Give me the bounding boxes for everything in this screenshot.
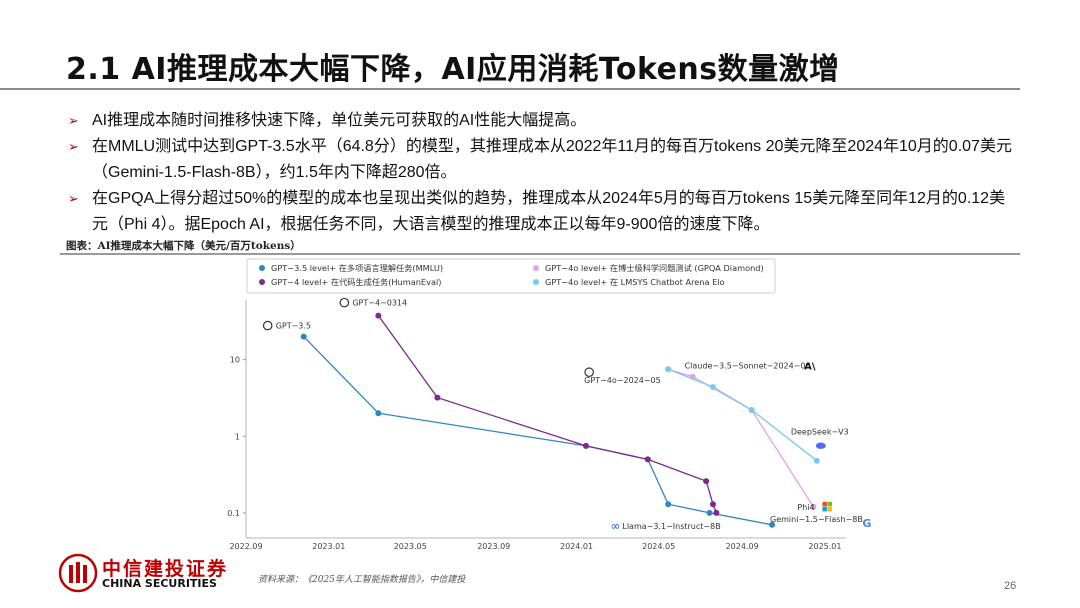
y-tick-label: 1 — [235, 432, 240, 441]
bullet-list: ➢ AI推理成本随时间推移快速下降，单位美元可获取的AI性能大幅提高。 ➢ 在M… — [66, 108, 1016, 238]
legend-marker — [259, 265, 265, 271]
x-tick-label: 2024.09 — [726, 542, 759, 551]
figure-label: 图表：AI推理成本大幅下降（美元/百万tokens） — [66, 240, 301, 252]
model-label: Phi4 — [797, 503, 814, 512]
bullet-text: 在MMLU测试中达到GPT-3.5水平（64.8分）的模型，其推理成本从2022… — [92, 138, 1012, 181]
x-tick-label: 2023.09 — [477, 542, 510, 551]
page-number: 26 — [1004, 580, 1017, 592]
data-point — [665, 366, 672, 373]
data-point — [375, 410, 382, 417]
y-tick-label: 0.1 — [227, 509, 240, 518]
arrow-bullet-icon: ➢ — [68, 113, 79, 128]
openai-icon — [339, 297, 350, 308]
bullet-item: ➢ AI推理成本随时间推移快速下降，单位美元可获取的AI性能大幅提高。 — [66, 108, 1016, 134]
legend-box — [246, 258, 776, 294]
bullet-text: 在GPQA上得分超过50%的模型的成本也呈现出类似的趋势，推理成本从2024年5… — [92, 190, 1006, 233]
microsoft-icon — [822, 506, 827, 512]
bullet-item: ➢ 在MMLU测试中达到GPT-3.5水平（64.8分）的模型，其推理成本从20… — [66, 134, 1016, 186]
model-label: DeepSeek−V3 — [791, 428, 849, 437]
legend-label: GPT−3.5 level+ 在多项语言理解任务(MMLU) — [271, 263, 443, 273]
deepseek-whale-icon — [815, 442, 826, 449]
google-icon: G — [862, 517, 871, 530]
model-label: GPT−3.5 — [276, 322, 311, 331]
model-label: GPT−4o−2024−05 — [584, 376, 661, 385]
data-point — [769, 521, 776, 528]
model-label: Llama−3.1−Instruct−8B — [622, 522, 720, 531]
x-tick-label: 2023.05 — [394, 542, 427, 551]
data-point — [709, 383, 716, 390]
series-line — [667, 368, 818, 462]
bullet-text: AI推理成本随时间推移快速下降，单位美元可获取的AI性能大幅提高。 — [92, 112, 587, 129]
series-line — [668, 368, 814, 508]
data-point — [665, 501, 672, 508]
title-divider — [0, 88, 1020, 90]
data-point — [713, 509, 720, 516]
model-label: GPT−4−0314 — [352, 299, 407, 308]
data-point — [644, 456, 651, 463]
data-point — [813, 457, 820, 464]
model-label: Gemini−1.5−Flash−8B — [770, 515, 863, 524]
figure-divider — [60, 253, 1020, 255]
x-tick-label: 2025.01 — [808, 542, 841, 551]
data-point — [748, 407, 755, 414]
x-tick-label: 2024.05 — [642, 542, 675, 551]
anthropic-icon: A\ — [804, 362, 816, 373]
microsoft-icon — [822, 501, 827, 507]
arrow-bullet-icon: ➢ — [68, 139, 79, 154]
arrow-bullet-icon: ➢ — [68, 191, 79, 206]
model-label: Claude−3.5−Sonnet−2024−06 — [685, 362, 811, 371]
company-logo: 中信建投证券 CHINA SECURITIES — [58, 553, 248, 593]
microsoft-icon — [827, 501, 832, 507]
logo-name-cn: 中信建投证券 — [102, 558, 229, 580]
data-point — [810, 503, 817, 510]
chart-legend: GPT−3.5 level+ 在多项语言理解任务(MMLU) GPT−4 leve… — [246, 258, 776, 294]
data-point — [375, 312, 382, 319]
openai-icon — [262, 320, 273, 331]
legend-label: GPT−4 level+ 在代码生成任务(HumanEval) — [271, 277, 441, 287]
chart-axes: 10 1 0.1 2022.09 2023.01 2023.05 2023.09 2024.0… — [227, 300, 846, 551]
source-note: 资料来源：《2025年人工智能指数报告》，中信建投 — [258, 575, 466, 585]
legend-marker — [259, 279, 265, 285]
data-point — [434, 394, 441, 401]
chart-annotations: GPT−3.5 GPT−4−0314 GPT−4o−2024−05 Claude−3.… — [262, 297, 871, 533]
logo-name-en: CHINA SECURITIES — [102, 577, 217, 590]
y-tick-label: 10 — [230, 356, 240, 365]
china-securities-emblem-icon — [58, 553, 98, 593]
chart-series — [300, 312, 820, 528]
data-point — [583, 442, 590, 449]
meta-icon: ∞ — [610, 519, 620, 533]
data-point — [706, 509, 713, 516]
x-tick-label: 2022.09 — [229, 542, 262, 551]
legend-label: GPT−4o level+ 在博士级科学问题测试 (GPQA Diamond) — [545, 263, 764, 273]
x-tick-label: 2024.01 — [560, 542, 593, 551]
openai-icon — [584, 367, 594, 378]
legend-marker — [533, 265, 539, 271]
page-title: 2.1 AI推理成本大幅下降，AI应用消耗Tokens数量激增 — [66, 52, 840, 87]
data-point — [703, 478, 710, 485]
series-line — [377, 315, 718, 514]
legend-label: GPT−4o level+ 在 LMSYS Chatbot Arena Elo — [545, 277, 725, 287]
x-tick-label: 2023.01 — [312, 542, 345, 551]
data-point — [300, 333, 307, 340]
data-point — [709, 501, 716, 508]
microsoft-icon — [827, 506, 832, 512]
bullet-item: ➢ 在GPQA上得分超过50%的模型的成本也呈现出类似的趋势，推理成本从2024… — [66, 186, 1016, 238]
legend-marker — [533, 279, 539, 285]
